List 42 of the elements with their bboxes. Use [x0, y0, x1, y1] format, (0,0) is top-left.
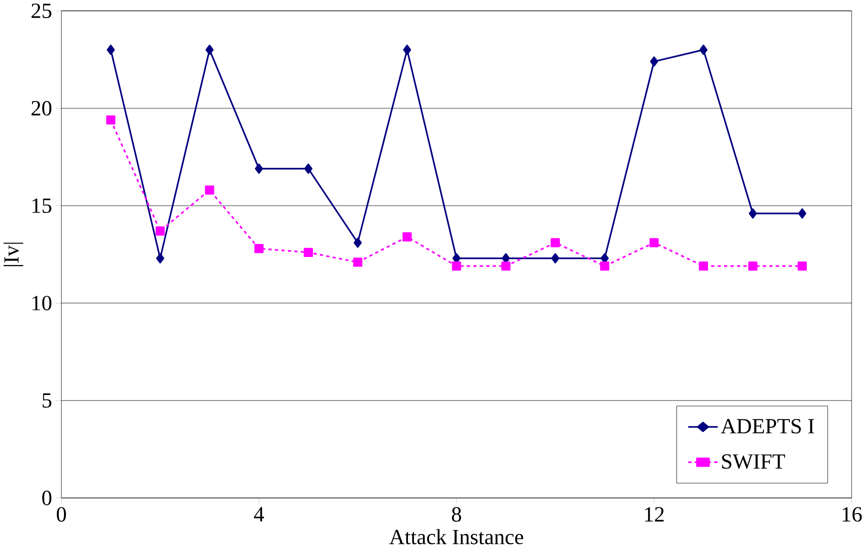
- point: [501, 262, 510, 271]
- y-tick-label: 10: [32, 296, 52, 310]
- x-tick-label: 12: [645, 507, 664, 522]
- y-tick-label: 5: [42, 393, 52, 408]
- y-tick-label: 25: [32, 4, 52, 18]
- x-tick-label: 16: [842, 507, 862, 522]
- point: [698, 262, 708, 271]
- point: [748, 262, 758, 271]
- point: [550, 238, 560, 248]
- point: [650, 56, 658, 67]
- point: [402, 232, 412, 242]
- point: [353, 258, 362, 267]
- point: [748, 208, 757, 219]
- point: [452, 262, 462, 271]
- point: [354, 238, 362, 248]
- x-tick-label: 0: [56, 507, 66, 522]
- point: [106, 44, 115, 55]
- point: [649, 238, 659, 248]
- point: [304, 164, 312, 174]
- point: [699, 44, 708, 55]
- legend-label: ADEPTS I: [720, 419, 814, 434]
- y-tick-label: 0: [42, 490, 52, 506]
- point: [798, 262, 807, 271]
- point: [304, 248, 313, 258]
- point: [156, 253, 164, 264]
- x-tick-label: 4: [254, 507, 264, 522]
- point: [254, 164, 263, 174]
- y-tick-label: 20: [32, 101, 52, 116]
- point: [798, 208, 806, 219]
- point: [156, 226, 165, 236]
- point: [206, 44, 214, 55]
- y-tick-label: 15: [32, 198, 52, 213]
- point: [600, 262, 610, 271]
- point: [403, 44, 412, 55]
- point: [551, 253, 560, 264]
- y-axis-title: |Iv|: [4, 242, 24, 266]
- legend-label: SWIFT: [722, 454, 786, 469]
- point: [204, 186, 214, 195]
- x-axis-title: Attack Instance: [389, 529, 524, 544]
- point: [106, 115, 116, 125]
- x-tick-label: 8: [452, 507, 462, 522]
- point: [254, 244, 264, 254]
